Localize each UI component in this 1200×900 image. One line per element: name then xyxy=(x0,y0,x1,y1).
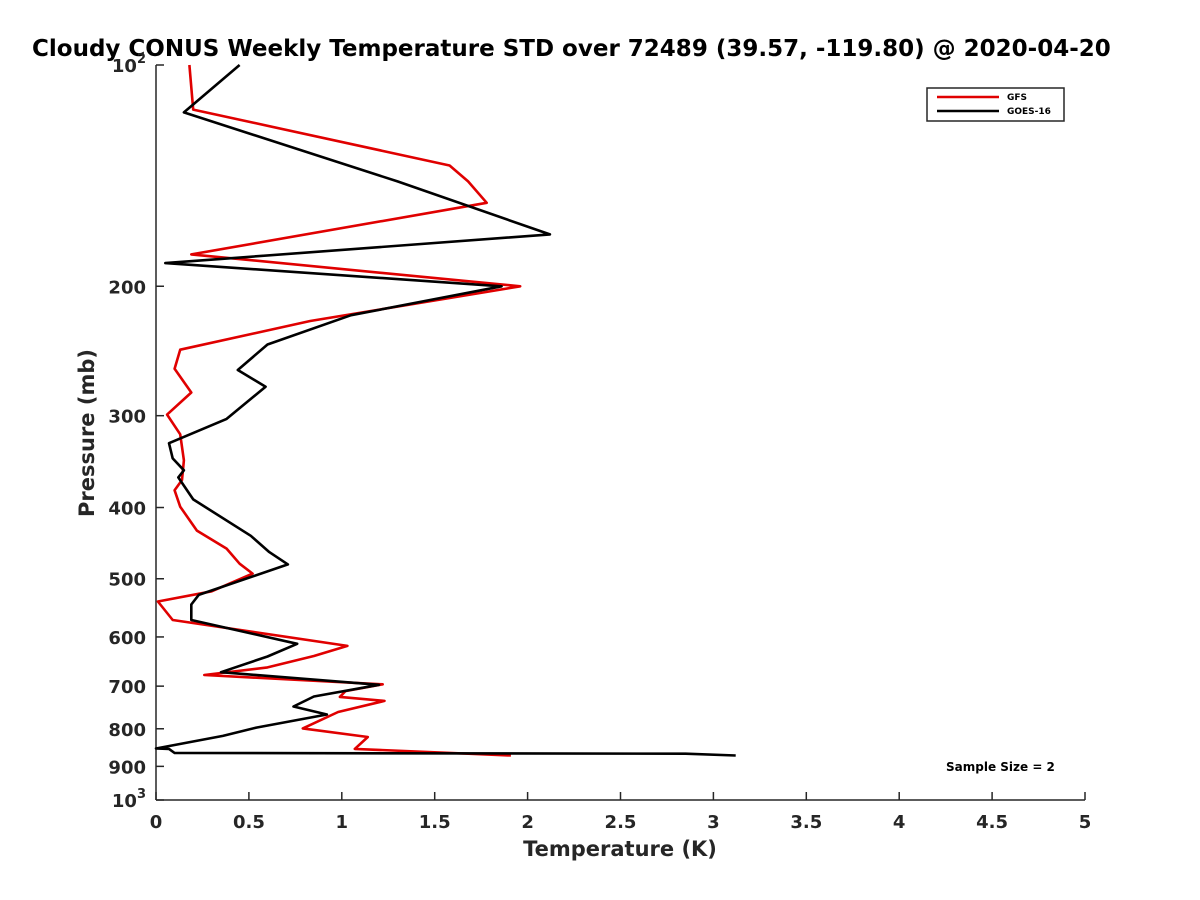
chart-title: Cloudy CONUS Weekly Temperature STD over… xyxy=(32,36,1111,62)
x-tick-label: 2.5 xyxy=(605,812,637,833)
y-tick-label: 800 xyxy=(108,720,146,741)
y-axis-label: Pressure (mb) xyxy=(75,349,99,517)
series-line-goes-16 xyxy=(154,64,736,757)
y-tick-label: 600 xyxy=(108,628,146,649)
y-tick-label: 102 xyxy=(112,52,146,77)
axes: 0 0.5 1 1.5 2 2.5 3 3.5 4 4.5 5 102 200 300 400 500 600 7… xyxy=(108,52,1091,833)
series-line-gfs xyxy=(156,64,522,757)
x-tick-label: 2 xyxy=(521,812,534,833)
x-tick-label: 4 xyxy=(893,812,906,833)
y-tick-label: 700 xyxy=(108,677,146,698)
legend-label-gfs: GFS xyxy=(1007,93,1027,103)
x-tick-label: 3.5 xyxy=(790,812,822,833)
plot-area xyxy=(156,65,1085,800)
x-axis-label: Temperature (K) xyxy=(523,837,717,861)
legend-box xyxy=(926,87,1065,122)
x-tick-label: 1 xyxy=(336,812,349,833)
x-tick-label: 0 xyxy=(150,812,163,833)
y-tick-label: 500 xyxy=(108,570,146,591)
y-tick-label: 103 xyxy=(112,787,146,812)
sample-size-annotation: Sample Size = 2 xyxy=(946,760,1055,774)
x-tick-label: 5 xyxy=(1079,812,1092,833)
x-tick-label: 1.5 xyxy=(419,812,451,833)
x-tick-label: 0.5 xyxy=(233,812,265,833)
y-tick-label: 300 xyxy=(108,407,146,428)
x-tick-label: 4.5 xyxy=(976,812,1008,833)
y-tick-label: 900 xyxy=(108,757,146,778)
series-layer xyxy=(154,64,736,757)
y-tick-label: 400 xyxy=(108,499,146,520)
x-tick-label: 3 xyxy=(707,812,720,833)
legend-label-goes-16: GOES-16 xyxy=(1007,107,1051,117)
legend: GFS GOES-16 xyxy=(926,87,1065,122)
y-tick-label: 200 xyxy=(108,277,146,298)
